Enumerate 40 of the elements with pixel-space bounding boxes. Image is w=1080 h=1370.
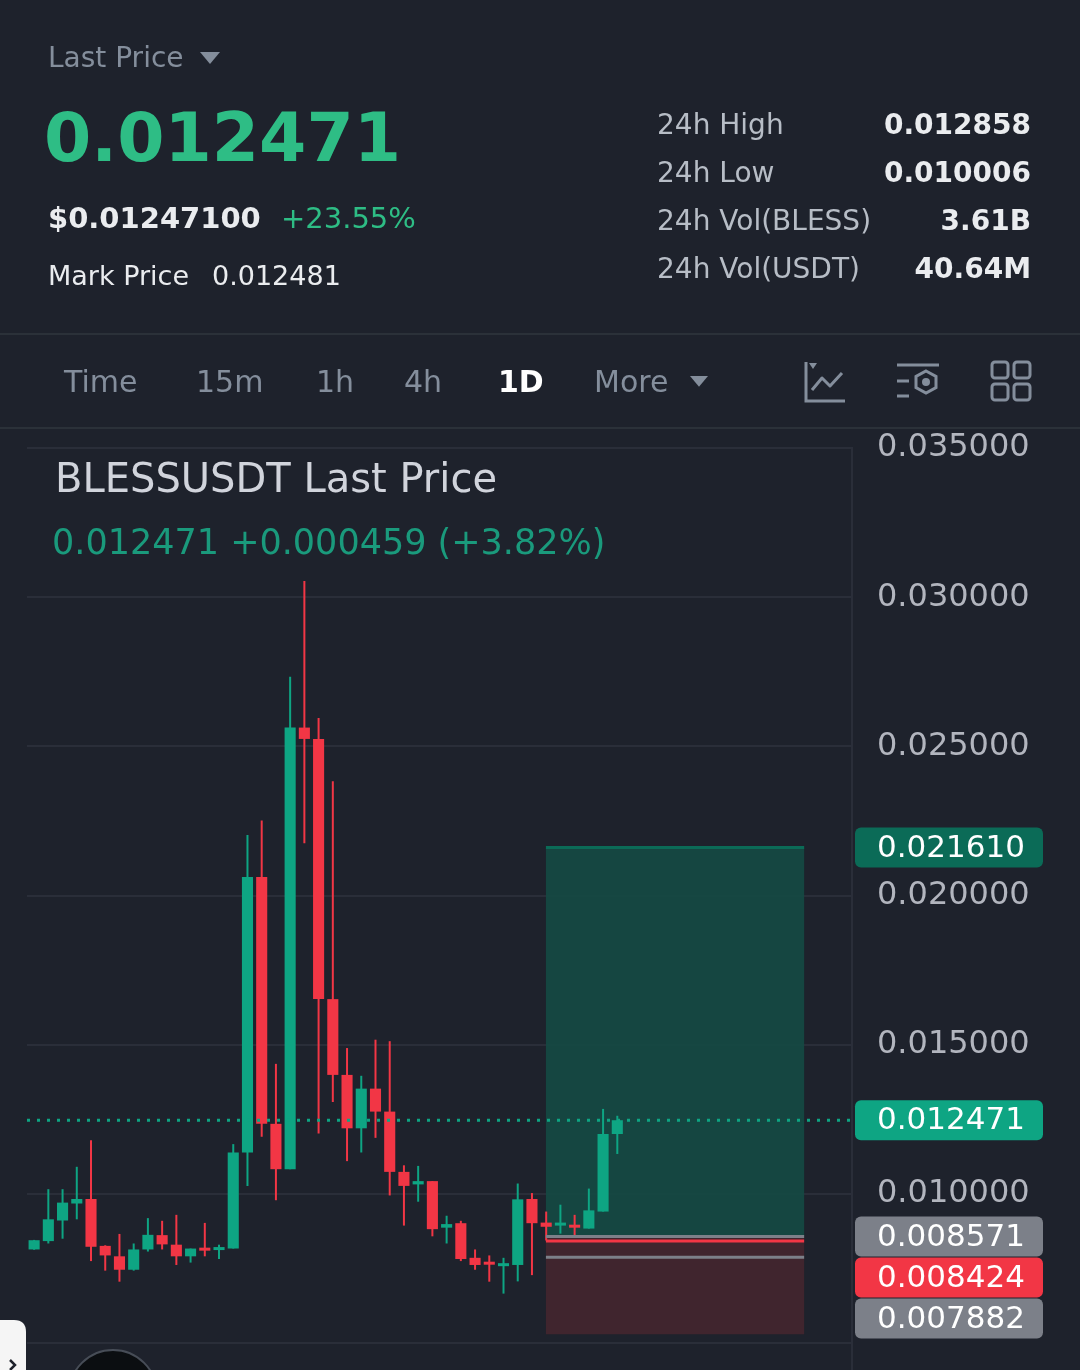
text: 24h High — [657, 108, 784, 142]
ref-line-label: 0.008571 — [877, 1216, 1025, 1253]
text: $0.01247100 — [48, 200, 261, 236]
candlestick — [412, 1165, 424, 1202]
text: 0.012471 — [44, 97, 402, 179]
candlestick — [483, 1255, 495, 1282]
text: +23.55% — [281, 200, 416, 236]
y-tick-label: 0.015000 — [877, 1023, 1030, 1062]
text: Last Price — [48, 41, 184, 75]
y-tick-label: 0.025000 — [877, 724, 1030, 763]
text: 0.012858 — [883, 108, 1031, 142]
text: 40.64M — [914, 252, 1031, 286]
candlestick — [298, 581, 310, 844]
y-tick-label: 0.010000 — [877, 1172, 1030, 1211]
candlestick — [71, 1166, 83, 1220]
text: 0.010006 — [883, 156, 1031, 190]
text: 4h — [404, 364, 443, 400]
chart-title: BLESSUSDT Last Price — [55, 454, 498, 502]
text: 24h Low — [657, 156, 775, 190]
text: 15m — [196, 364, 264, 400]
text: 3.61B — [940, 204, 1031, 238]
ref-line-label: 0.007882 — [877, 1298, 1025, 1335]
candlestick — [199, 1222, 211, 1257]
text: More — [594, 364, 669, 400]
ref-line-label: 0.021610 — [877, 827, 1025, 864]
candlestick — [497, 1257, 510, 1294]
text: 1D — [498, 364, 544, 400]
candlestick — [554, 1204, 566, 1234]
ref-line-label: 0.012471 — [877, 1100, 1025, 1137]
ref-line-label: 0.008424 — [877, 1257, 1025, 1294]
text: 0.012481 — [212, 259, 341, 293]
y-tick-label: 0.030000 — [877, 575, 1030, 614]
text: Time — [64, 364, 138, 400]
text: 1h — [316, 364, 355, 400]
text: Mark Price — [48, 259, 190, 293]
text: 24h Vol(USDT) — [657, 252, 860, 286]
y-tick-label: 0.035000 — [877, 426, 1030, 465]
y-tick-label: 0.020000 — [877, 873, 1030, 912]
text: 24h Vol(BLESS) — [657, 204, 872, 238]
text: 0.012471 +0.000459 (+3.82%) — [52, 521, 606, 563]
